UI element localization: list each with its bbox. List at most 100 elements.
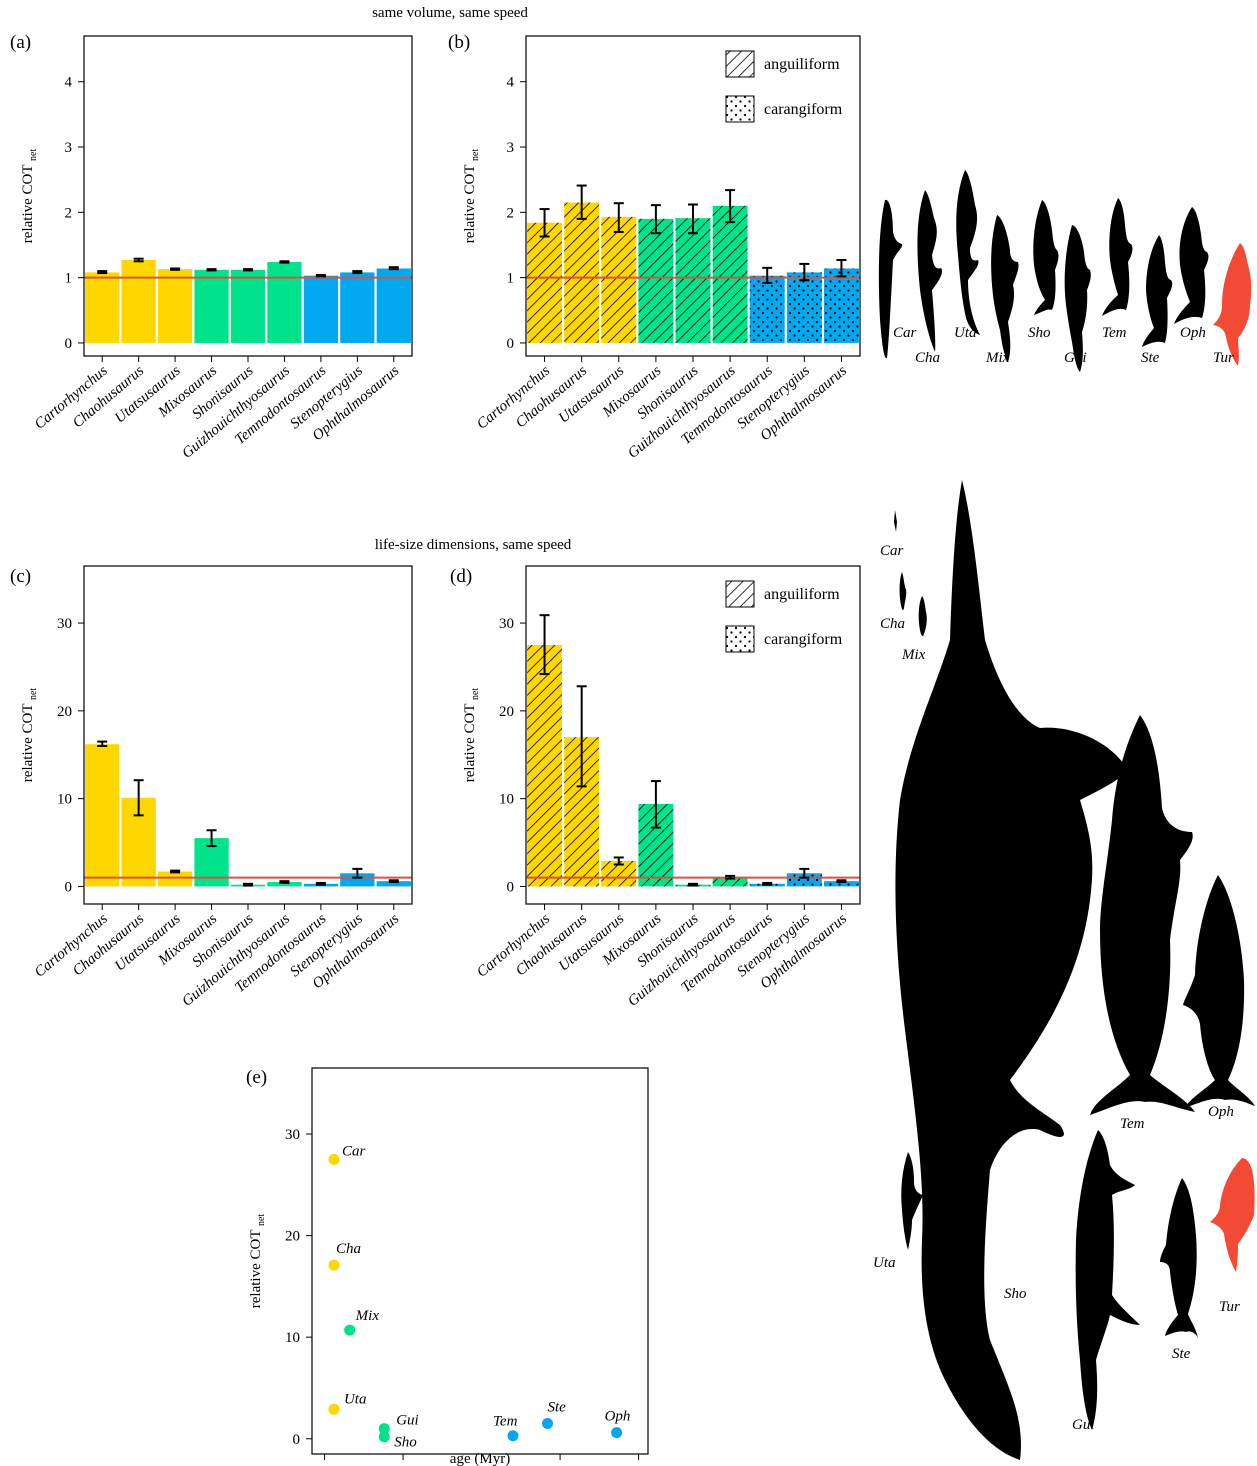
- point-mix: [344, 1324, 356, 1336]
- label-tem-small: Tem: [1102, 325, 1127, 341]
- point-cha: [328, 1259, 340, 1271]
- bar-pattern-shonisaurus: [675, 218, 711, 343]
- bar-utatsusaurus: [157, 871, 193, 887]
- point-oph: [611, 1427, 623, 1439]
- point-label-ste: Ste: [548, 1400, 567, 1416]
- y-tick-label: 10: [499, 792, 514, 808]
- silhouette-oph-small: [1174, 207, 1209, 324]
- label-car-large: Car: [880, 543, 904, 559]
- legend-label-hatch: anguiliform: [764, 586, 840, 603]
- silhouette-tur-small: [1213, 243, 1252, 366]
- bar-pattern-guizhouichthyosaurus: [712, 877, 748, 887]
- bar-ophthalmosaurus: [376, 268, 411, 343]
- y-axis-label: relative COT net: [20, 149, 39, 244]
- error-bar-guizhouichthyosaurus: [279, 260, 290, 264]
- silhouette-tem-small: [1102, 198, 1133, 316]
- point-tem: [507, 1430, 519, 1442]
- error-bar-stenopterygius: [352, 270, 363, 275]
- bar-ophthalmosaurus: [376, 881, 411, 887]
- legend-label-dots: carangiform: [764, 101, 843, 118]
- panel-a: (a)01234CartorhynchusChaohusaurusUtatsus…: [10, 32, 413, 462]
- bar-pattern-utatsusaurus: [601, 216, 637, 343]
- title-top: same volume, same speed: [372, 5, 528, 21]
- plot-frame: [311, 1067, 649, 1455]
- bar-pattern-ophthalmosaurus: [824, 881, 859, 887]
- error-bar-shonisaurus: [688, 203, 698, 235]
- bar-pattern-stenopterygius: [786, 272, 822, 343]
- y-tick-label: 0: [507, 336, 515, 352]
- y-tick-label: 3: [65, 140, 73, 156]
- bar-cartorhynchus: [85, 272, 120, 343]
- error-bar-stenopterygius: [352, 867, 363, 879]
- panel-d: (d)0102030CartorhynchusChaohusaurusUtats…: [450, 565, 861, 1010]
- y-axis-label: relative COT net: [462, 149, 481, 244]
- panel-label: (c): [10, 566, 31, 587]
- silhouette-sho-large: [895, 480, 1128, 1460]
- y-tick-label: 4: [65, 75, 73, 91]
- silhouette-mix-large: [918, 596, 927, 637]
- silhouette-cha-large: [899, 572, 907, 611]
- y-tick-label: 10: [57, 792, 72, 808]
- label-tur-large: Tur: [1219, 1299, 1240, 1315]
- y-axis-label: relative COT net: [248, 1214, 267, 1309]
- silhouette-gui-small: [1064, 225, 1091, 372]
- bar-pattern-guizhouichthyosaurus: [712, 205, 748, 343]
- label-tem-large: Tem: [1120, 1116, 1145, 1132]
- error-bar-stenopterygius: [799, 867, 810, 879]
- panel-label: (d): [450, 566, 472, 587]
- label-oph-large: Oph: [1208, 1104, 1234, 1120]
- label-gui-large: Gui: [1072, 1417, 1095, 1433]
- silhouettes-life-size: Car Cha Mix Uta Sho Gui Tem Oph Ste Tur: [873, 480, 1255, 1460]
- y-tick-label: 0: [65, 879, 73, 895]
- label-sho-small: Sho: [1028, 325, 1051, 341]
- panel-e: (e)0102030250225200175150CarChaMixUtaGui…: [246, 1067, 649, 1466]
- label-car-small: Car: [893, 325, 917, 341]
- y-tick-label: 30: [285, 1127, 300, 1143]
- bar-pattern-chaohusaurus: [564, 202, 600, 343]
- label-uta-small: Uta: [954, 325, 977, 341]
- point-label-gui: Gui: [396, 1413, 419, 1429]
- legend-swatch-dots: [725, 625, 755, 653]
- error-bar-chaohusaurus: [133, 779, 144, 817]
- silhouette-ste-large: [1160, 1178, 1198, 1338]
- bar-pattern-cartorhynchus: [527, 645, 562, 887]
- y-tick-label: 3: [507, 140, 515, 156]
- bar-stenopterygius: [340, 873, 375, 887]
- point-label-tem: Tem: [493, 1414, 518, 1430]
- legend-label-dots: carangiform: [764, 631, 843, 648]
- error-bar-temnodontosaurus: [762, 881, 773, 886]
- panel-label: (a): [10, 32, 31, 53]
- y-tick-label: 0: [293, 1432, 301, 1448]
- error-bar-mixosaurus: [206, 829, 217, 848]
- error-bar-guizhouichthyosaurus: [279, 880, 290, 884]
- error-bar-cartorhynchus: [97, 740, 108, 747]
- y-tick-label: 2: [65, 205, 73, 221]
- point-gui: [378, 1423, 390, 1435]
- error-bar-guizhouichthyosaurus: [725, 874, 736, 880]
- error-bar-utatsusaurus: [170, 869, 181, 874]
- y-tick-label: 30: [57, 616, 72, 632]
- title-middle: life-size dimensions, same speed: [375, 537, 572, 553]
- panel-label: (e): [246, 1067, 267, 1088]
- y-axis-label: relative COT net: [462, 688, 481, 783]
- error-bar-chaohusaurus: [576, 184, 587, 220]
- bar-pattern-temnodontosaurus: [749, 275, 785, 343]
- y-tick-label: 1: [507, 271, 515, 287]
- error-bar-shonisaurus: [688, 882, 698, 887]
- error-bar-cartorhynchus: [97, 270, 108, 275]
- y-tick-label: 10: [285, 1330, 300, 1346]
- silhouette-uta-large: [901, 1152, 923, 1250]
- silhouette-cha-small: [917, 190, 942, 352]
- label-oph-small: Oph: [1180, 325, 1206, 341]
- error-bar-mixosaurus: [206, 268, 217, 272]
- error-bar-mixosaurus: [650, 780, 661, 829]
- point-label-oph: Oph: [605, 1409, 631, 1425]
- point-label-cha: Cha: [336, 1241, 361, 1257]
- silhouettes-same-volume: Car Cha Uta Mix Sho Gui Tem Ste Oph Tur: [878, 170, 1252, 372]
- label-cha-small: Cha: [915, 350, 940, 366]
- bar-cartorhynchus: [85, 744, 120, 887]
- legend-swatch-hatch: [725, 580, 755, 608]
- point-label-sho: Sho: [394, 1435, 417, 1451]
- error-bar-cartorhynchus: [539, 614, 550, 675]
